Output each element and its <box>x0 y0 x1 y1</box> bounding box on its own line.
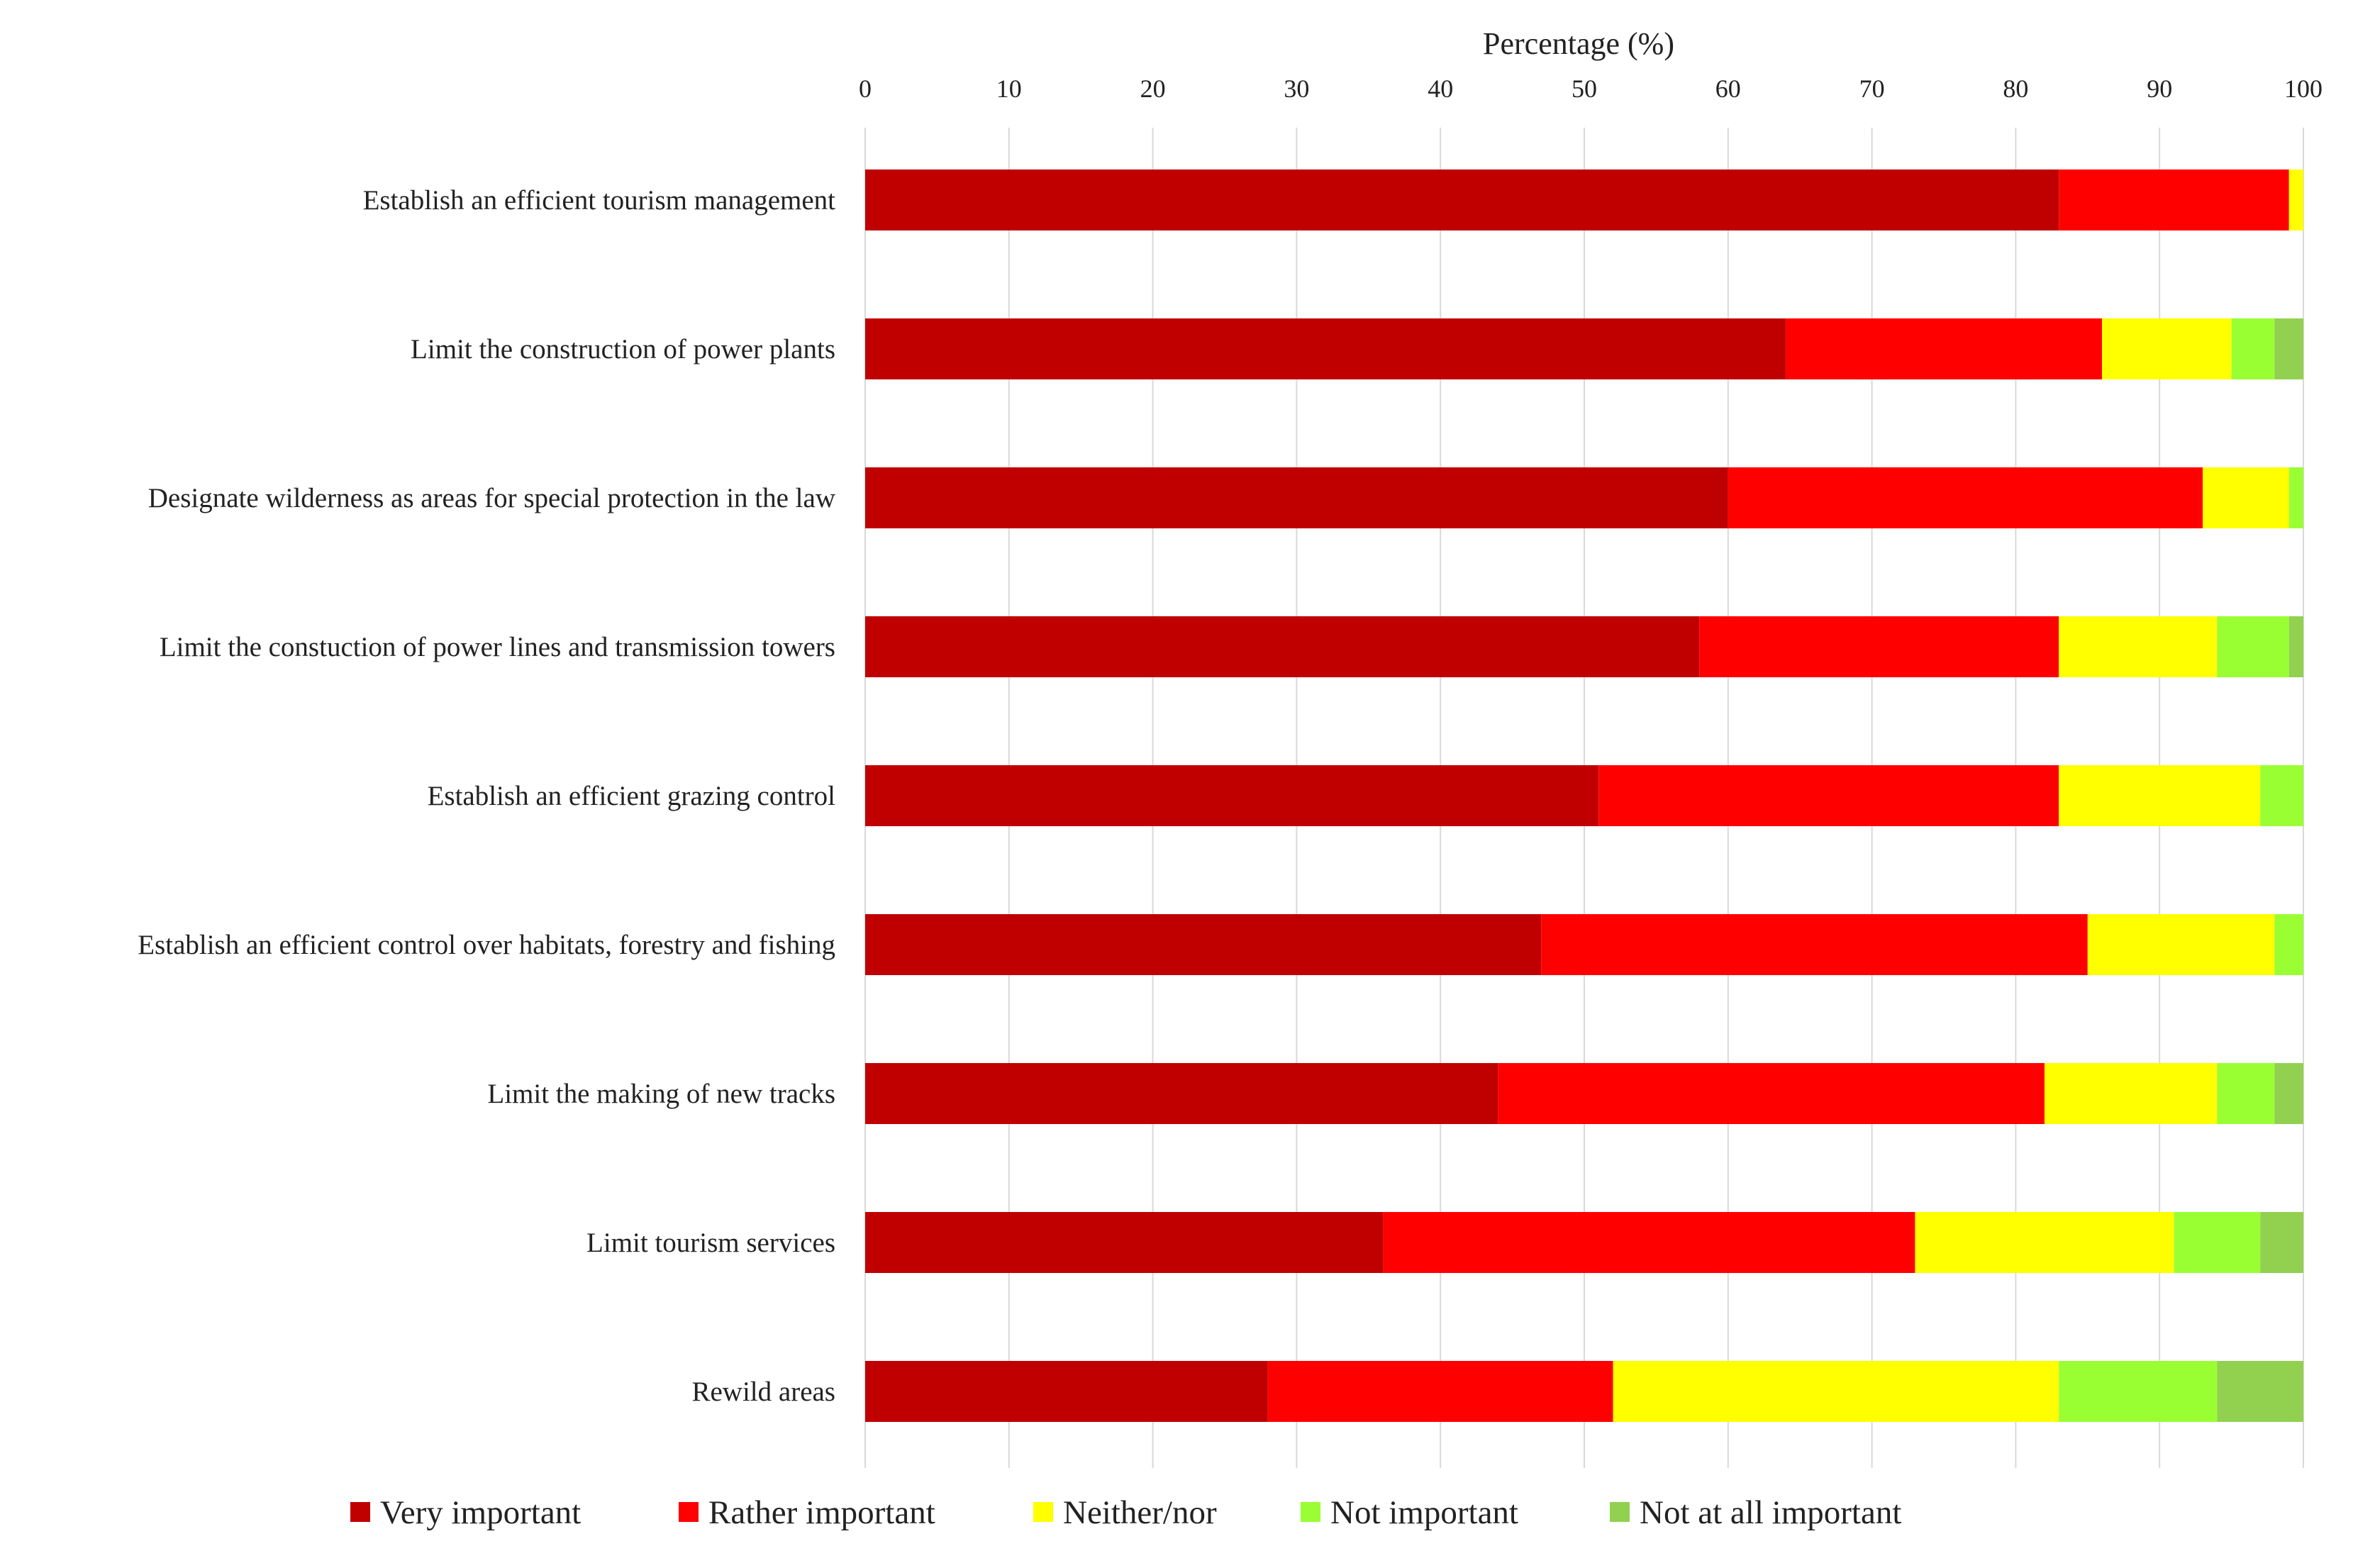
bar-segment-rather-important <box>1383 1212 1915 1273</box>
bar-segment-not-important <box>2274 914 2303 975</box>
x-tick-label: 10 <box>996 74 1022 103</box>
bar-segment-neither-nor <box>2288 169 2303 230</box>
bar-segment-neither-nor <box>1915 1212 2174 1273</box>
bar-segment-not-important <box>2174 1212 2261 1273</box>
bar-segment-rather-important <box>1498 1063 2045 1124</box>
category-label: Limit the constuction of power lines and… <box>160 632 835 662</box>
legend-label: Not at all important <box>1640 1494 1901 1531</box>
x-axis-ticks: 0 10 20 30 40 50 60 70 80 90 100 <box>859 74 2323 103</box>
bar-segment-not-important <box>2288 467 2303 528</box>
legend-label: Rather important <box>708 1494 935 1531</box>
bar-segment-neither-nor <box>2059 616 2218 677</box>
x-tick-label: 80 <box>2003 74 2028 103</box>
category-label: Rewild areas <box>691 1377 835 1407</box>
category-label: Establish an efficient tourism managemen… <box>363 185 836 216</box>
x-tick-label: 60 <box>1715 74 1741 103</box>
bar-segment-not-important <box>2217 1063 2275 1124</box>
bar-segment-rather-important <box>1785 318 2103 379</box>
x-tick-label: 100 <box>2284 74 2323 103</box>
bar-segment-not-at-all-important <box>2217 1361 2303 1422</box>
legend-label: Very important <box>380 1494 581 1531</box>
x-tick-label: 90 <box>2147 74 2172 103</box>
bar-segment-not-at-all-important <box>2274 1063 2303 1124</box>
bar-segment-very-important <box>865 1212 1384 1273</box>
x-tick-label: 0 <box>859 74 872 103</box>
category-label: Designate wilderness as areas for specia… <box>148 483 835 513</box>
legend-swatch <box>1301 1502 1320 1522</box>
category-label: Establish an efficient control over habi… <box>138 930 835 960</box>
bar-segment-not-important <box>2231 318 2275 379</box>
category-label: Limit tourism services <box>586 1228 835 1258</box>
bar-segment-rather-important <box>1267 1361 1613 1422</box>
bar-segment-neither-nor <box>2203 467 2289 528</box>
bar-segment-neither-nor <box>2087 914 2275 975</box>
bar-segment-not-at-all-important <box>2274 318 2303 379</box>
legend: Very important Rather important Neither/no… <box>350 1494 1901 1531</box>
bar-segment-neither-nor <box>2102 318 2232 379</box>
bar-segment-neither-nor <box>2059 765 2261 826</box>
category-label: Limit the construction of power plants <box>411 334 835 365</box>
bar-segment-very-important <box>865 914 1542 975</box>
bar-segment-rather-important <box>1728 467 2203 528</box>
x-tick-label: 20 <box>1140 74 1166 103</box>
category-label: Limit the making of new tracks <box>487 1079 835 1109</box>
bar-segment-very-important <box>865 467 1728 528</box>
bar-segment-very-important <box>865 765 1599 826</box>
legend-swatch <box>679 1502 699 1522</box>
bar-segment-not-important <box>2059 1361 2218 1422</box>
bar-segment-rather-important <box>1541 914 2088 975</box>
legend-swatch <box>1610 1502 1630 1522</box>
bars <box>865 169 2303 1422</box>
bar-segment-rather-important <box>2059 169 2289 230</box>
bar-segment-not-at-all-important <box>2260 1212 2303 1273</box>
bar-segment-neither-nor <box>1613 1361 2059 1422</box>
x-tick-label: 30 <box>1284 74 1309 103</box>
x-tick-label: 40 <box>1428 74 1453 103</box>
bar-segment-very-important <box>865 616 1700 677</box>
legend-swatch <box>350 1502 370 1522</box>
bar-segment-rather-important <box>1699 616 2059 677</box>
bar-segment-very-important <box>865 169 2059 230</box>
x-axis-title: Percentage (%) <box>1483 26 1674 61</box>
bar-segment-not-important <box>2260 765 2303 826</box>
bar-segment-very-important <box>865 1361 1268 1422</box>
bar-segment-not-at-all-important <box>2288 616 2303 677</box>
legend-label: Neither/nor <box>1063 1494 1217 1531</box>
bar-segment-very-important <box>865 1063 1498 1124</box>
bar-segment-very-important <box>865 318 1786 379</box>
x-tick-label: 50 <box>1572 74 1597 103</box>
bar-segment-rather-important <box>1598 765 2059 826</box>
legend-swatch <box>1033 1502 1053 1522</box>
bar-segment-not-important <box>2217 616 2289 677</box>
x-tick-label: 70 <box>1859 74 1885 103</box>
category-labels: Establish an efficient tourism managemen… <box>138 185 835 1407</box>
legend-label: Not important <box>1330 1494 1518 1531</box>
category-label: Establish an efficient grazing control <box>428 781 836 811</box>
bar-segment-neither-nor <box>2044 1063 2218 1124</box>
